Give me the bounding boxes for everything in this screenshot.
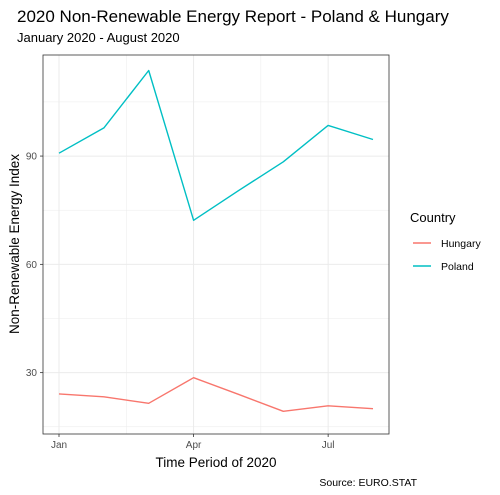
chart-caption: Source: EURO.STAT [319, 477, 417, 489]
plot-border [42, 54, 390, 435]
chart-title: 2020 Non-Renewable Energy Report - Polan… [17, 7, 449, 26]
x-tick-label: Jan [51, 440, 67, 451]
x-axis-title: Time Period of 2020 [155, 455, 276, 470]
y-tick-label: 60 [26, 260, 38, 271]
grid-minor [43, 55, 389, 434]
y-tick-label: 30 [26, 368, 38, 379]
series-line-hungary [58, 377, 374, 412]
legend-items: Hungary Poland [413, 238, 481, 273]
grid-major [43, 55, 389, 434]
chart-subtitle: January 2020 - August 2020 [17, 30, 180, 45]
x-tick-label: Jul [322, 440, 335, 451]
series-layer [58, 69, 374, 412]
y-axis: 30 60 90 [26, 152, 43, 379]
x-axis: Jan Apr Jul [51, 434, 335, 451]
x-tick-label: Apr [186, 440, 202, 451]
y-tick-label: 90 [26, 152, 38, 163]
series-line-poland [58, 69, 374, 222]
plot-panel [43, 55, 389, 434]
legend-label-hungary: Hungary [441, 238, 481, 250]
legend-label-poland: Poland [441, 261, 474, 273]
legend-title: Country [410, 210, 456, 225]
y-axis-title: Non-Renewable Energy Index [7, 154, 22, 334]
legend: Country Hungary Poland [410, 210, 481, 273]
